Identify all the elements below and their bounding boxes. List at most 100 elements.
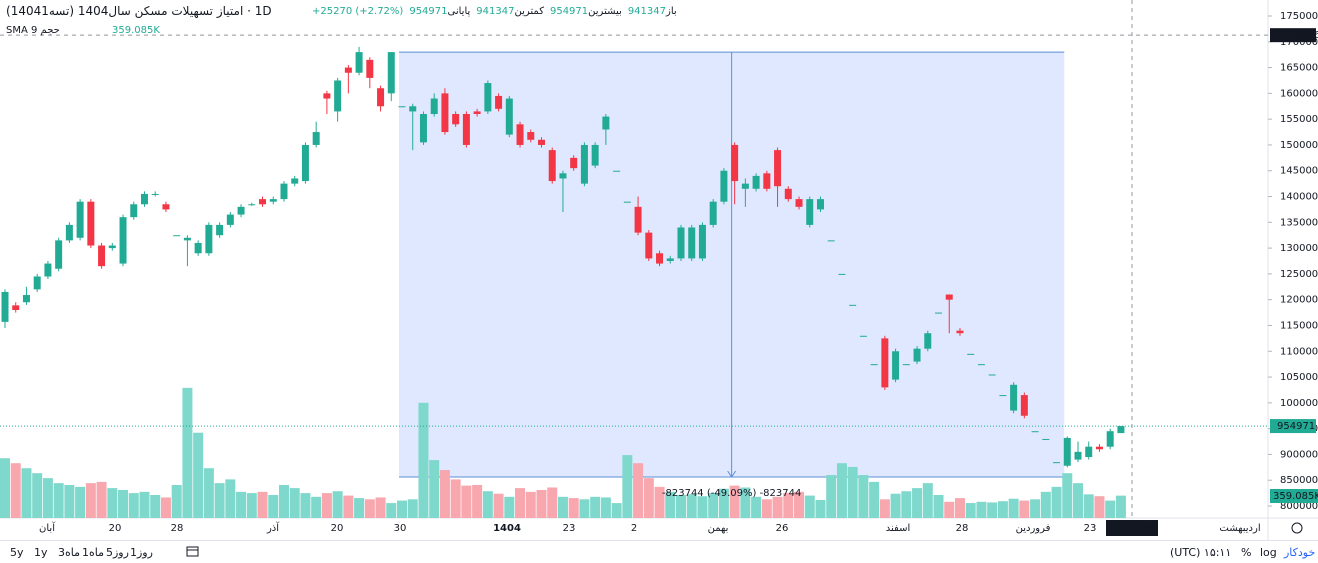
y-tick-label: 1300000	[1280, 243, 1318, 254]
candle-body	[795, 199, 803, 207]
volume-bar	[997, 501, 1008, 518]
candle-body	[881, 338, 889, 388]
volume-bar	[987, 502, 998, 518]
candle-body	[1074, 451, 1082, 460]
ohlc-value: 954971	[549, 6, 589, 17]
volume-bar	[42, 478, 53, 518]
candle-body	[398, 106, 406, 108]
y-tick-label: 1400000	[1280, 192, 1318, 203]
range-button[interactable]: 5y	[10, 546, 24, 559]
candle-body	[108, 245, 116, 249]
volume-bar	[665, 491, 676, 518]
volume-bar	[160, 497, 171, 518]
candle-body	[441, 93, 449, 133]
volume-bar	[236, 491, 247, 518]
crosshair-price: 1712826	[1276, 30, 1318, 41]
x-tick-label: آذر	[266, 521, 280, 534]
volume-bar	[901, 491, 912, 518]
last-price-label: 954971	[1277, 421, 1315, 432]
candle-body	[473, 111, 481, 114]
x-tick-label: 2	[631, 523, 637, 534]
volume-bar	[364, 499, 375, 518]
candle-body	[87, 201, 95, 246]
settings-icon[interactable]	[1291, 522, 1303, 534]
volume-bar	[118, 489, 129, 518]
volume-bar	[697, 496, 708, 518]
range-button[interactable]: 5روز	[106, 546, 129, 559]
volume-box	[1270, 489, 1318, 503]
candle-body	[956, 330, 964, 334]
x-tick-label: آبان	[39, 521, 56, 534]
x-tick-label: 23	[1084, 523, 1097, 534]
candle-body	[259, 199, 267, 205]
volume-bar	[354, 498, 365, 518]
volume-bar	[32, 473, 43, 518]
candle-body	[355, 52, 363, 73]
range-button[interactable]: 3ماه	[58, 546, 81, 559]
volume-bar	[869, 481, 880, 518]
x-tick-label: 23	[563, 523, 576, 534]
candle-body	[548, 150, 556, 182]
volume-bar	[804, 495, 815, 518]
range-button[interactable]: 1روز	[130, 546, 153, 559]
volume-bar	[482, 491, 493, 518]
candle-body	[784, 188, 792, 200]
volume-bar	[397, 500, 408, 518]
candle-body	[65, 224, 73, 241]
candle-body	[656, 253, 664, 264]
volume-bar	[686, 494, 697, 518]
candle-body	[849, 304, 857, 306]
ohlc-label: پایانی	[447, 6, 471, 17]
log[interactable]: log	[1260, 546, 1277, 559]
y-tick-label: 1550000	[1280, 114, 1318, 125]
range-button[interactable]: 1y	[34, 546, 48, 559]
volume-bar	[740, 487, 751, 518]
candle-body	[183, 237, 191, 241]
volume-bar	[515, 488, 526, 518]
volume-bar	[96, 481, 107, 518]
ohlc-item: پایانی954971	[409, 6, 470, 17]
candle-body	[1010, 384, 1018, 411]
volume-bar	[525, 491, 536, 518]
volume-bar	[418, 402, 429, 518]
chart: -823744 (-49.09%) -823744 1750000 1700000…	[0, 0, 1318, 540]
volume-bar	[1094, 496, 1105, 518]
candle-body	[248, 204, 256, 206]
volume-bar	[64, 485, 75, 518]
candle-body	[527, 132, 535, 140]
volume-bar	[450, 479, 461, 518]
candle-body	[312, 132, 320, 145]
volume-bar	[772, 496, 783, 518]
volume-bar	[718, 488, 729, 518]
y-tick-label: 1100000	[1280, 346, 1318, 357]
volume-bar	[1115, 495, 1126, 518]
volume-bar	[965, 503, 976, 518]
percent[interactable]: %	[1241, 546, 1252, 559]
range-button[interactable]: 1ماه	[82, 546, 105, 559]
date-range-icon[interactable]	[186, 545, 200, 559]
x-tick-label: 1404	[493, 523, 521, 534]
volume-bar	[139, 491, 150, 518]
volume-bar	[53, 483, 64, 518]
volume-bar	[557, 496, 568, 518]
candle-body	[709, 201, 717, 225]
volume-bar	[622, 455, 633, 518]
auto[interactable]: خودکار	[1284, 546, 1316, 559]
ohlc-label: بیشترین	[588, 6, 622, 17]
volume-bar	[429, 460, 440, 518]
candle-body	[838, 273, 846, 275]
time[interactable]: ۱۵:۱۱ (UTC)	[1170, 546, 1232, 559]
volume-bar	[300, 493, 311, 518]
volume-bar	[343, 495, 354, 518]
candle-body	[162, 204, 170, 210]
title: امتیاز تسهیلات مسکن سال1404 (تسه14041)	[6, 4, 244, 18]
volume-bar	[547, 487, 558, 518]
candle-body	[763, 173, 771, 189]
volume-value: 359.085K	[112, 25, 160, 36]
x-tick-label: اردیبهشت	[1219, 523, 1260, 534]
volume-bar	[0, 458, 10, 518]
measure-label: -823744 (-49.09%) -823744	[662, 488, 801, 499]
y-tick-label: 1600000	[1280, 88, 1318, 99]
volume-bar	[579, 499, 590, 518]
